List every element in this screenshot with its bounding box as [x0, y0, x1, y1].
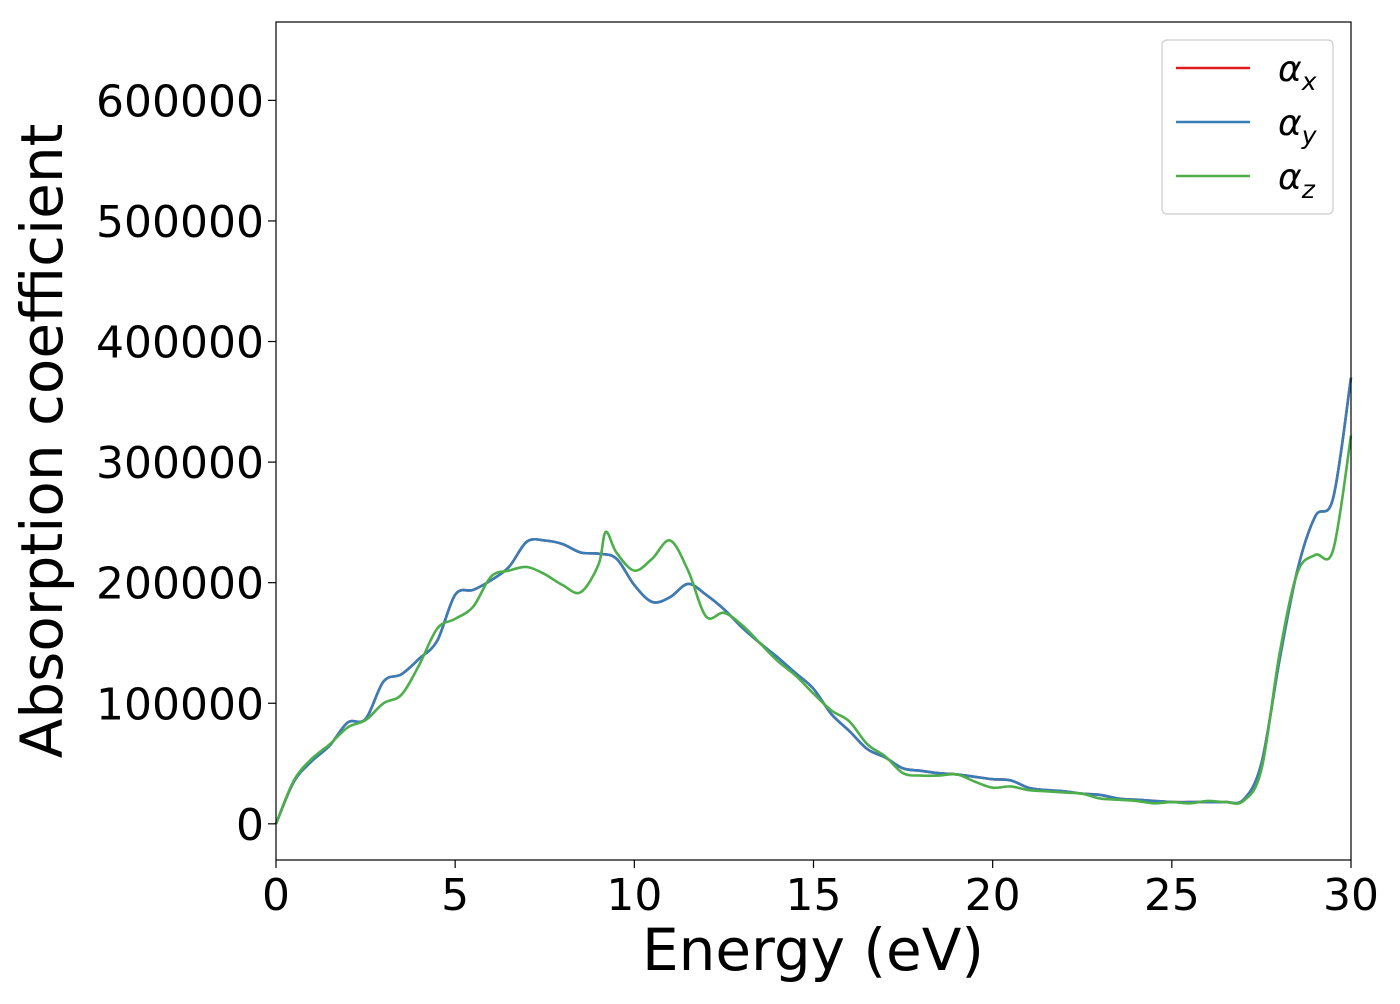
- legend-entry-alpha-z: αz: [1176, 157, 1316, 204]
- legend-box: [1161, 39, 1334, 215]
- x-axis-label: Energy (eV): [642, 916, 984, 984]
- x-tick-label: 0: [262, 870, 290, 921]
- y-tick-label: 500000: [96, 197, 264, 248]
- legend-label: αz: [1278, 157, 1316, 204]
- legend-entry-alpha-y: αy: [1176, 103, 1318, 150]
- series-line-alpha-z: [274, 435, 1353, 825]
- y-tick-label: 200000: [96, 559, 264, 610]
- x-tick-label: 10: [606, 870, 662, 921]
- x-tick-label: 20: [965, 870, 1021, 921]
- series-layer: [274, 377, 1353, 825]
- legend: αx αy αz: [1161, 39, 1334, 215]
- x-tick-label: 5: [441, 870, 469, 921]
- x-tick-label: 30: [1323, 870, 1379, 921]
- y-tick-label: 600000: [96, 76, 264, 127]
- y-tick-label: 400000: [96, 318, 264, 369]
- legend-label: αy: [1278, 103, 1318, 150]
- y-tick-label: 300000: [96, 438, 264, 489]
- x-tick-label: 25: [1144, 870, 1200, 921]
- legend-entry-alpha-x: αx: [1176, 49, 1317, 96]
- x-axis: 0 5 10 15 20 25 30: [262, 860, 1379, 921]
- y-axis-label: Absorption coefficient: [8, 124, 76, 759]
- y-axis: 0 100000 200000 300000 400000 500000 600000: [96, 76, 276, 851]
- legend-label: αx: [1278, 49, 1317, 96]
- x-tick-label: 15: [786, 870, 842, 921]
- y-tick-label: 0: [236, 800, 264, 851]
- y-tick-label: 100000: [96, 679, 264, 730]
